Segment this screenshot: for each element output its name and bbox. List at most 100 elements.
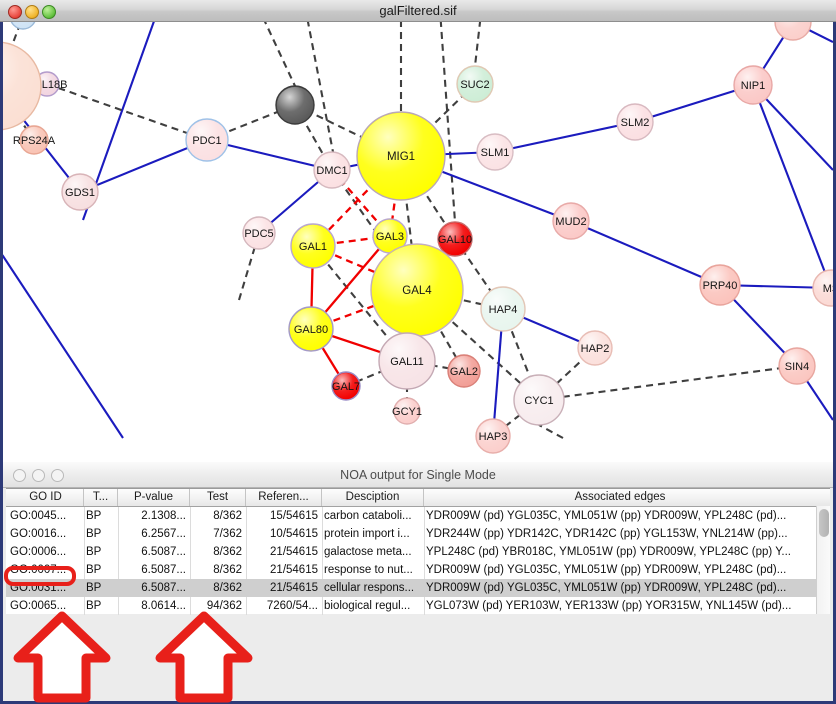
node-label: GDS1: [65, 187, 95, 199]
results-table[interactable]: GO ID T... P-value Test Referen... Desciption…: [6, 488, 830, 615]
cell-desc: response to nut...: [324, 564, 413, 576]
node-label: HAP2: [581, 343, 610, 355]
scrollbar-thumb[interactable]: [819, 509, 829, 537]
table-row[interactable]: GO:0045... BP 2.1308... 8/362 15/54615 carbon…: [6, 507, 830, 525]
node-PDC5[interactable]: PDC5: [242, 216, 276, 250]
cell-pvalue: 6.2567...: [141, 528, 186, 540]
node-TOPR[interactable]: [774, 22, 812, 41]
node-RPS24A[interactable]: RPS24A: [13, 125, 56, 155]
node-SLM2[interactable]: SLM2: [616, 103, 654, 141]
cell-go_id: GO:0007...: [10, 564, 67, 576]
node-MUD2[interactable]: MUD2: [552, 202, 590, 240]
node-label: MUD2: [555, 216, 586, 228]
node-label: PDC1: [192, 135, 221, 147]
column-header-type[interactable]: T...: [84, 489, 118, 506]
node-SUC2[interactable]: SUC2: [456, 65, 494, 103]
node-GAL10[interactable]: GAL10: [437, 221, 473, 257]
node-gloss: [187, 120, 227, 160]
node-label: GAL7: [332, 381, 360, 393]
noa-output-panel: NOA output for Single Mode GO ID T... P-va…: [0, 462, 836, 704]
cell-ref: 21/54615: [270, 582, 318, 594]
column-divider-1: [118, 507, 119, 615]
noa-maximize-button[interactable]: [51, 469, 64, 482]
cell-type: BP: [86, 510, 102, 522]
column-header-pvalue[interactable]: P-value: [118, 489, 190, 506]
table-row[interactable]: GO:0016... BP 6.2567... 7/362 10/54615 protei…: [6, 525, 830, 543]
cell-edges: YDR009W (pd) YGL035C, YML051W (pp) YDR00…: [426, 510, 787, 522]
node-gloss: [618, 105, 652, 139]
table-row[interactable]: GO:0065... BP 8.0614... 94/362 7260/54... bio…: [6, 597, 830, 615]
cell-edges: YDR009W (pd) YGL035C, YML051W (pp) YDR00…: [426, 582, 787, 594]
maximize-button[interactable]: [42, 5, 56, 19]
node-DMC1[interactable]: DMC1: [313, 151, 351, 189]
table-vertical-scrollbar[interactable]: [816, 506, 830, 614]
node-HAP3[interactable]: HAP3: [475, 418, 511, 454]
node-GAL1[interactable]: GAL1: [290, 223, 336, 269]
edge-stub-0: [3, 254, 124, 439]
node-gloss: [244, 218, 274, 248]
node-MIG1[interactable]: MIG1: [356, 111, 446, 201]
close-button[interactable]: [8, 5, 22, 19]
node-gloss: [315, 153, 349, 187]
cell-edges: YPL248C (pd) YBR018C, YML051W (pp) YDR00…: [426, 546, 792, 558]
cell-edges: YDR244W (pp) YDR142C, YDR142C (pp) YGL15…: [426, 528, 788, 540]
table-row[interactable]: GO:0007... BP 6.5087... 8/362 21/54615 respon…: [6, 561, 830, 579]
node-SLM1[interactable]: SLM1: [476, 133, 514, 171]
column-header-go_id[interactable]: GO ID: [8, 489, 84, 506]
edge-RPL18B-PDC1: [46, 83, 208, 141]
node-gloss: [477, 420, 509, 452]
node-HAP2[interactable]: HAP2: [577, 330, 613, 366]
node-GAL11[interactable]: GAL11: [378, 332, 436, 390]
column-header-desc[interactable]: Desciption: [322, 489, 424, 506]
edge-stub-2: [263, 22, 296, 87]
node-PRP40[interactable]: PRP40: [699, 264, 741, 306]
table-body[interactable]: GO:0045... BP 2.1308... 8/362 15/54615 carbon…: [6, 507, 830, 615]
column-divider-2: [190, 507, 191, 615]
node-GAL3[interactable]: GAL3: [372, 218, 408, 254]
node-GCY1[interactable]: GCY1: [392, 397, 422, 425]
node-GAL7[interactable]: GAL7: [331, 371, 361, 401]
node-NIP1[interactable]: NIP1: [733, 65, 773, 105]
column-header-edges[interactable]: Associated edges: [574, 491, 666, 503]
node-HUB[interactable]: [275, 85, 315, 125]
node-gloss: [579, 332, 611, 364]
cell-desc: protein import i...: [324, 528, 410, 540]
edge-stub-9: [538, 424, 564, 439]
node-gloss: [333, 373, 359, 399]
cell-desc: galactose meta...: [324, 546, 412, 558]
table-row[interactable]: GO:0031... BP 6.5087... 8/362 21/54615 cellul…: [6, 579, 830, 597]
column-header-test[interactable]: Test: [190, 489, 246, 506]
cell-ref: 10/54615: [270, 528, 318, 540]
node-gloss: [449, 356, 479, 386]
node-BIGPINK[interactable]: [3, 41, 42, 131]
cell-pvalue: 2.1308...: [141, 510, 186, 522]
node-GAL4[interactable]: GAL4: [370, 243, 464, 337]
minimize-button[interactable]: [25, 5, 39, 19]
node-CYC1[interactable]: CYC1: [513, 374, 565, 426]
cell-type: BP: [86, 582, 102, 594]
node-gloss: [701, 266, 739, 304]
node-MS[interactable]: MS: [812, 269, 833, 307]
node-TOPCUT[interactable]: [10, 22, 36, 30]
noa-close-button[interactable]: [13, 469, 26, 482]
node-GAL2[interactable]: GAL2: [447, 354, 481, 388]
node-PDC1[interactable]: PDC1: [185, 118, 229, 162]
node-GAL80[interactable]: GAL80: [288, 306, 334, 352]
node-HAP4[interactable]: HAP4: [480, 286, 526, 332]
noa-minimize-button[interactable]: [32, 469, 45, 482]
table-header-row[interactable]: GO ID T... P-value Test Referen... Desciption…: [6, 489, 830, 507]
column-header-ref[interactable]: Referen...: [246, 489, 322, 506]
node-label: GAL10: [438, 234, 472, 246]
node-GDS1[interactable]: GDS1: [61, 173, 99, 211]
node-label: GAL1: [299, 241, 327, 253]
edge-CYC1-SIN4: [538, 364, 798, 402]
node-gloss: [554, 204, 588, 238]
noa-title-bar: NOA output for Single Mode: [3, 462, 833, 488]
node-label: GAL4: [402, 285, 432, 297]
table-row[interactable]: GO:0006... BP 6.5087... 8/362 21/54615 galact…: [6, 543, 830, 561]
node-SIN4[interactable]: SIN4: [778, 347, 816, 385]
node-gloss: [292, 225, 334, 267]
network-canvas[interactable]: RPL18B RPS24A GDS1 PDC1 PDC5 DMC1 MIG1 SUC2 NIP1…: [0, 22, 836, 462]
